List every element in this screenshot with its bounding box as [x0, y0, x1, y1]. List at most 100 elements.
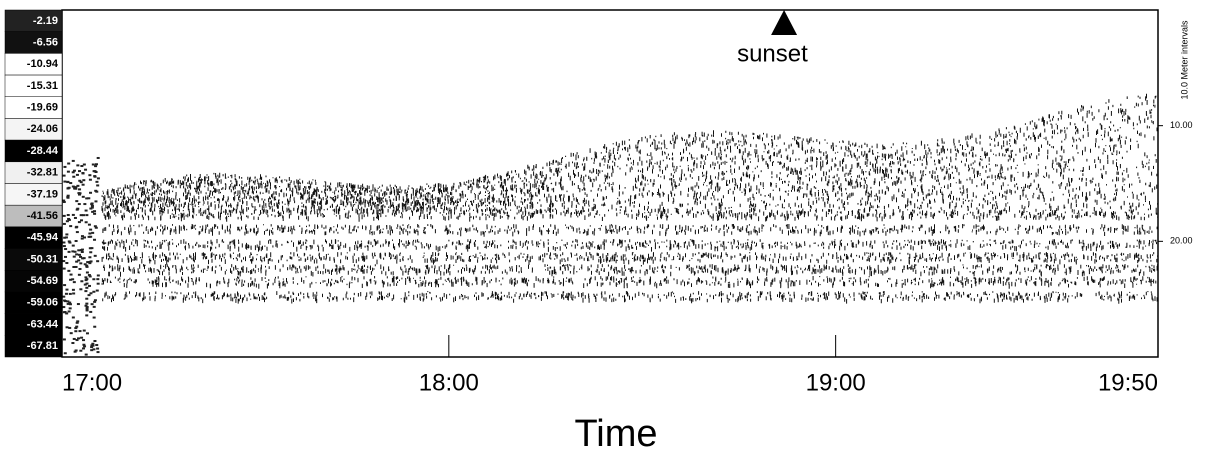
- echo-speckle: [73, 250, 77, 253]
- echo-speckle: [67, 162, 71, 165]
- scale-label: -32.81: [27, 167, 58, 179]
- echo-speckle: [92, 305, 96, 308]
- echo-speckle: [74, 240, 78, 243]
- echo-speckle: [62, 338, 66, 341]
- echo-speckle: [93, 225, 97, 228]
- echo-speckle: [78, 188, 82, 191]
- echo-speckle: [85, 271, 89, 274]
- echo-speckle: [82, 343, 86, 346]
- echo-speckle: [63, 165, 67, 168]
- echo-speckle: [66, 302, 70, 305]
- echo-speckle: [85, 197, 89, 200]
- echo-speckle: [68, 307, 72, 310]
- annotation-label: sunset: [737, 40, 808, 67]
- echo-speckle: [78, 170, 82, 173]
- echo-speckle: [80, 280, 84, 283]
- echo-speckle: [71, 171, 75, 174]
- echo-speckle: [96, 177, 100, 180]
- scale-label: -59.06: [27, 297, 58, 309]
- echo-speckle: [83, 345, 87, 348]
- echo-speckle: [62, 241, 66, 244]
- echo-speckle: [81, 257, 85, 260]
- echo-speckle: [95, 289, 99, 292]
- echo-speckle: [66, 196, 70, 199]
- echo-speckle: [84, 290, 88, 293]
- echo-speckle: [87, 197, 91, 200]
- echo-speckle: [95, 190, 99, 193]
- echo-speckle: [77, 203, 81, 206]
- echo-speckle: [79, 349, 83, 352]
- echo-speckle: [73, 216, 77, 219]
- echo-speckle: [68, 241, 72, 244]
- scale-label: -50.31: [27, 253, 58, 265]
- echo-speckle: [87, 235, 91, 238]
- echo-speckle: [93, 254, 97, 257]
- echo-speckle: [79, 262, 83, 265]
- echo-speckle: [62, 306, 66, 309]
- echo-speckle: [85, 265, 89, 268]
- echo-speckle: [62, 174, 66, 177]
- echo-speckle: [96, 156, 100, 159]
- echo-speckle: [74, 226, 78, 229]
- echo-speckle: [71, 288, 75, 291]
- echo-speckle: [63, 236, 67, 239]
- echo-speckle: [67, 240, 71, 243]
- echo-speckle: [82, 329, 86, 332]
- echo-speckle: [94, 163, 98, 166]
- echo-speckle: [78, 193, 82, 196]
- echo-speckle: [75, 321, 79, 324]
- echo-speckle: [85, 214, 89, 217]
- echo-speckle: [93, 299, 97, 302]
- echo-speckle: [65, 233, 69, 236]
- echo-speckle: [71, 185, 75, 188]
- echo-speckle: [72, 169, 76, 172]
- echo-speckle: [81, 183, 85, 186]
- echo-speckle: [77, 192, 81, 195]
- echo-speckle: [67, 310, 71, 313]
- echo-speckle: [63, 180, 67, 183]
- echo-speckle: [69, 182, 73, 185]
- echo-speckle: [75, 253, 79, 256]
- echo-speckle: [71, 342, 75, 345]
- echo-speckle: [72, 337, 76, 340]
- echo-speckle: [64, 300, 68, 303]
- echo-speckle: [71, 278, 75, 281]
- echo-speckle: [88, 262, 92, 265]
- echo-speckle: [75, 339, 79, 342]
- echo-speckle: [95, 344, 99, 347]
- echo-speckle: [84, 209, 88, 212]
- echo-speckle: [85, 278, 89, 281]
- echo-speckle: [65, 262, 69, 265]
- echo-speckle: [81, 172, 85, 175]
- echo-speckle: [91, 342, 95, 345]
- echo-speckle: [91, 210, 95, 213]
- echo-speckle: [80, 165, 84, 168]
- echo-speckle: [88, 256, 92, 259]
- echo-speckle: [89, 310, 93, 313]
- echo-speckle: [85, 302, 89, 305]
- echo-speckle: [85, 264, 89, 267]
- scale-label: -24.06: [27, 123, 58, 135]
- scale-label: -45.94: [27, 232, 59, 244]
- scale-label: -10.94: [27, 58, 59, 70]
- echo-speckle: [62, 201, 66, 204]
- echo-speckle: [89, 191, 93, 194]
- echo-speckle: [68, 303, 72, 306]
- echo-speckle: [62, 295, 66, 298]
- echo-speckle: [78, 267, 82, 270]
- echo-speckle: [89, 251, 93, 254]
- echo-speckle: [76, 320, 80, 323]
- echo-speckle: [65, 220, 69, 223]
- echo-speckle: [63, 284, 67, 287]
- echo-speckle: [81, 347, 85, 350]
- echo-speckle: [66, 170, 70, 173]
- echo-speckle: [72, 265, 76, 268]
- echo-speckle: [84, 276, 88, 279]
- echo-speckle: [84, 168, 88, 171]
- scale-label: -19.69: [27, 102, 58, 114]
- echo-speckle: [91, 344, 95, 347]
- echo-texture: [62, 93, 1159, 356]
- echo-speckle: [64, 248, 68, 251]
- echo-speckle: [72, 175, 76, 178]
- echo-speckle: [87, 274, 91, 277]
